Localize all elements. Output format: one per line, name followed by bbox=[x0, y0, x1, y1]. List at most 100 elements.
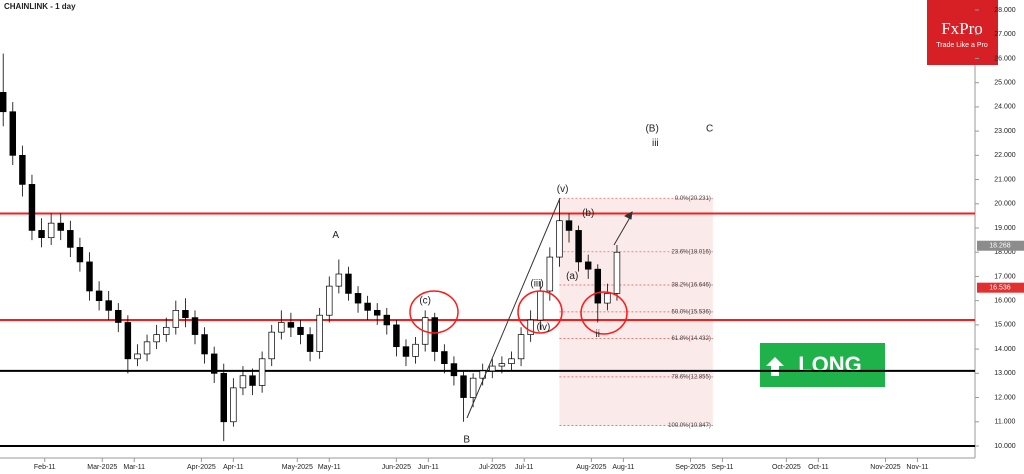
wave-label: iii bbox=[652, 138, 659, 149]
candle-body bbox=[508, 358, 515, 364]
candle-body bbox=[105, 300, 112, 311]
wave-label: (b) bbox=[582, 208, 594, 219]
candle-body bbox=[297, 326, 304, 335]
candle-body bbox=[0, 92, 7, 113]
candle-body bbox=[172, 310, 180, 328]
x-tick-label: Sep-2025 bbox=[675, 464, 705, 471]
wave-label: (B) bbox=[645, 123, 658, 134]
x-tick-label: Apr-2025 bbox=[187, 464, 216, 471]
wave-line bbox=[466, 197, 561, 419]
highlight-circle bbox=[580, 291, 628, 335]
fib-label: 78.6%(12.855) bbox=[671, 374, 710, 380]
candle-body bbox=[441, 351, 448, 364]
candle-body bbox=[95, 290, 103, 302]
candle-body bbox=[210, 353, 218, 374]
x-tick-label: May-11 bbox=[318, 464, 341, 471]
y-tick-label: 25.000 bbox=[994, 80, 1016, 87]
projection-arrow bbox=[613, 213, 633, 246]
x-tick-label: Mar-11 bbox=[123, 464, 145, 471]
candle-body bbox=[354, 293, 362, 304]
y-tick-label: 10.000 bbox=[994, 443, 1016, 450]
candle-body bbox=[431, 317, 438, 352]
up-arrow-icon bbox=[766, 357, 784, 376]
candle-body bbox=[182, 310, 189, 318]
candle-body bbox=[450, 363, 458, 377]
x-tick-label: Aug-11 bbox=[612, 464, 634, 471]
candle-body bbox=[364, 302, 371, 311]
fib-label: 23.6%(18.016) bbox=[671, 249, 710, 255]
logo-tagline: Trade Like a Pro bbox=[936, 42, 988, 49]
candle-body bbox=[38, 230, 45, 239]
candle-body bbox=[537, 290, 544, 321]
candle-body bbox=[373, 310, 381, 316]
candle-body bbox=[57, 222, 64, 231]
candle-body bbox=[402, 346, 410, 357]
y-tick-label: 11.000 bbox=[995, 419, 1016, 426]
candle-body bbox=[249, 375, 256, 386]
chart-title: CHAINLINK - 1 day bbox=[4, 2, 76, 11]
y-tick-label: 26.000 bbox=[994, 55, 1016, 62]
candle-body bbox=[163, 326, 170, 335]
fib-label: 100.0%(10.847) bbox=[668, 423, 711, 429]
price-tag-label: 18.268 bbox=[989, 243, 1011, 250]
candle-body bbox=[393, 324, 400, 348]
brand-logo: FxPro Trade Like a Pro bbox=[927, 0, 998, 65]
wave-label: A bbox=[332, 230, 339, 241]
wave-label: B bbox=[463, 435, 470, 446]
candle-body bbox=[489, 365, 496, 372]
highlight-circles bbox=[409, 290, 628, 335]
price-tag bbox=[977, 240, 1024, 251]
candle-body bbox=[527, 319, 534, 335]
wave-label: C bbox=[706, 123, 713, 134]
fib-label: 61.8%(14.432) bbox=[671, 336, 710, 342]
candle-body bbox=[115, 310, 122, 323]
x-tick-label: Jun-2025 bbox=[382, 464, 411, 471]
y-tick-label: 24.000 bbox=[994, 104, 1016, 111]
wave-lines bbox=[466, 197, 633, 419]
x-tick-label: Nov-11 bbox=[906, 464, 928, 471]
candle-body bbox=[498, 363, 506, 367]
x-tick-label: Jul-2025 bbox=[479, 464, 506, 471]
y-tick-label: 28.000 bbox=[994, 7, 1016, 14]
candle-body bbox=[201, 334, 208, 355]
candle-body bbox=[278, 322, 285, 333]
signal-text: LONG bbox=[798, 352, 862, 377]
candle-body bbox=[594, 268, 602, 304]
candle-body bbox=[153, 334, 160, 343]
y-tick-label: 13.000 bbox=[994, 370, 1016, 377]
candle-body bbox=[258, 358, 266, 386]
y-tick-label: 12.000 bbox=[994, 394, 1016, 401]
y-tick-label: 27.000 bbox=[994, 31, 1016, 38]
y-tick-label: 22.000 bbox=[994, 152, 1016, 159]
candle-body bbox=[239, 375, 247, 389]
candle-body bbox=[575, 230, 582, 263]
candle-body bbox=[412, 343, 419, 357]
y-tick-label: 16.000 bbox=[994, 298, 1016, 305]
y-tick-label: 21.000 bbox=[994, 176, 1016, 183]
y-tick-label: 19.000 bbox=[994, 225, 1016, 232]
wave-label: (iii) bbox=[530, 278, 543, 289]
fib-label: 50.0%(15.536) bbox=[671, 309, 710, 315]
y-tick-label: 15.000 bbox=[994, 322, 1016, 329]
wave-label: (v) bbox=[557, 184, 569, 195]
y-tick-label: 17.000 bbox=[994, 273, 1016, 280]
plot-layer: 0.0%(20.231) 23.6%(18.016) 38.2%(16.646) 50… bbox=[0, 53, 975, 447]
candle-body bbox=[565, 220, 573, 231]
arrow-head bbox=[623, 211, 633, 220]
x-tick-label: Mar-2025 bbox=[87, 464, 117, 471]
x-tick-label: Sep-11 bbox=[711, 464, 733, 471]
candle-body bbox=[556, 220, 563, 258]
candle-body bbox=[613, 251, 621, 294]
candle-body bbox=[316, 314, 323, 352]
x-tick-label: Aug-2025 bbox=[576, 464, 606, 471]
wave-label: (c) bbox=[419, 295, 431, 306]
y-tick-label: 14.000 bbox=[994, 346, 1016, 353]
candle-body bbox=[604, 293, 611, 304]
y-tick-label: 20.000 bbox=[994, 201, 1016, 208]
x-tick-label: Oct-2025 bbox=[772, 464, 801, 471]
candle-body bbox=[47, 222, 55, 239]
candle-body bbox=[76, 247, 84, 263]
y-tick-label: 23.000 bbox=[994, 128, 1016, 135]
